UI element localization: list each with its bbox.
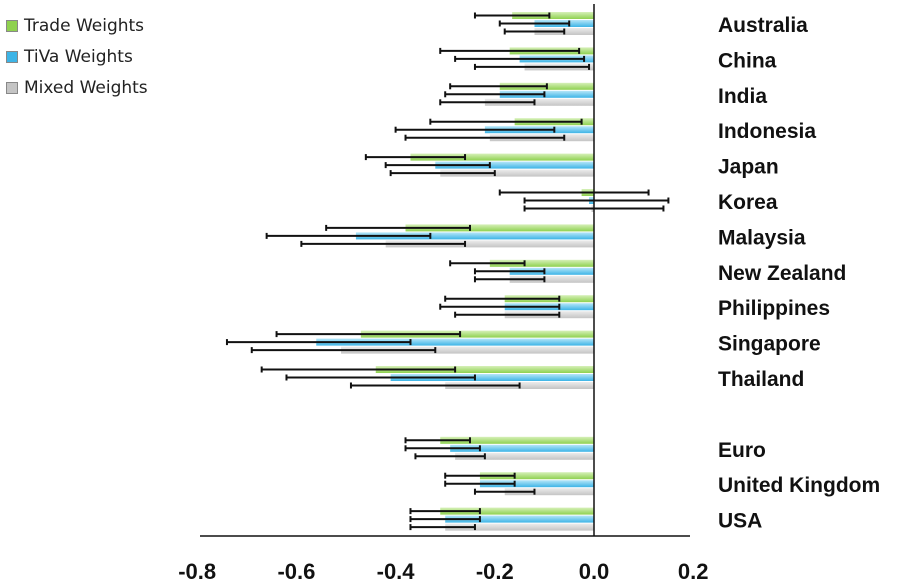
bar-1-10: [390, 374, 594, 381]
bar-0-14: [440, 507, 594, 515]
category-label-2: India: [718, 85, 767, 108]
legend: Trade Weights TiVa Weights Mixed Weights: [6, 10, 148, 103]
legend-item-trade: Trade Weights: [6, 10, 148, 41]
bar-2-13: [504, 488, 594, 496]
category-label-8: Philippines: [718, 297, 830, 320]
category-label-14: USA: [718, 510, 762, 533]
category-label-10: Thailand: [718, 368, 804, 391]
bar-1-2: [499, 90, 594, 98]
legend-label-mixed: Mixed Weights: [24, 77, 148, 98]
category-label-4: Japan: [718, 156, 779, 179]
bar-1-6: [355, 232, 594, 240]
bar-0-13: [479, 472, 594, 480]
bar-2-6: [385, 240, 594, 248]
bar-0-12: [440, 436, 594, 444]
category-label-1: China: [718, 49, 777, 72]
category-label-6: Malaysia: [718, 226, 806, 249]
legend-label-tiva: TiVa Weights: [24, 46, 133, 67]
bar-1-14: [445, 515, 594, 523]
legend-label-trade: Trade Weights: [24, 15, 145, 36]
category-label-12: Euro: [718, 439, 766, 462]
bar-0-6: [405, 224, 594, 232]
bar-1-12: [450, 444, 594, 452]
category-label-3: Indonesia: [718, 120, 816, 143]
bar-1-4: [435, 161, 594, 169]
bar-0-10: [375, 366, 594, 373]
category-label-9: Singapore: [718, 333, 821, 356]
bar-0-9: [360, 330, 594, 338]
bar-1-7: [509, 267, 594, 275]
bar-2-9: [341, 346, 594, 354]
x-tick-label-3: -0.2: [476, 559, 514, 584]
bar-2-7: [509, 275, 594, 283]
bar-2-4: [440, 169, 594, 177]
category-label-13: United Kingdom: [718, 474, 880, 497]
legend-swatch-trade: [6, 19, 18, 32]
bar-0-7: [489, 259, 594, 267]
x-tick-label-4: 0.0: [579, 559, 610, 584]
category-label-7: New Zealand: [718, 262, 846, 285]
x-tick-label-1: -0.6: [277, 559, 315, 584]
legend-item-tiva: TiVa Weights: [6, 41, 148, 72]
x-tick-label-0: -0.8: [178, 559, 216, 584]
legend-swatch-mixed: [6, 81, 18, 94]
legend-item-mixed: Mixed Weights: [6, 72, 148, 103]
x-tick-label-2: -0.4: [377, 559, 416, 584]
bar-0-0: [512, 12, 594, 19]
bar-0-4: [410, 153, 594, 161]
bar-2-2: [484, 98, 594, 106]
x-tick-label-5: 0.2: [678, 559, 709, 584]
legend-swatch-tiva: [6, 50, 18, 63]
category-label-0: Australia: [718, 14, 808, 37]
bar-2-14: [445, 523, 594, 531]
bar-1-9: [316, 338, 594, 346]
bar-2-12: [455, 452, 594, 460]
category-label-5: Korea: [718, 191, 778, 214]
bar-1-13: [479, 480, 594, 488]
